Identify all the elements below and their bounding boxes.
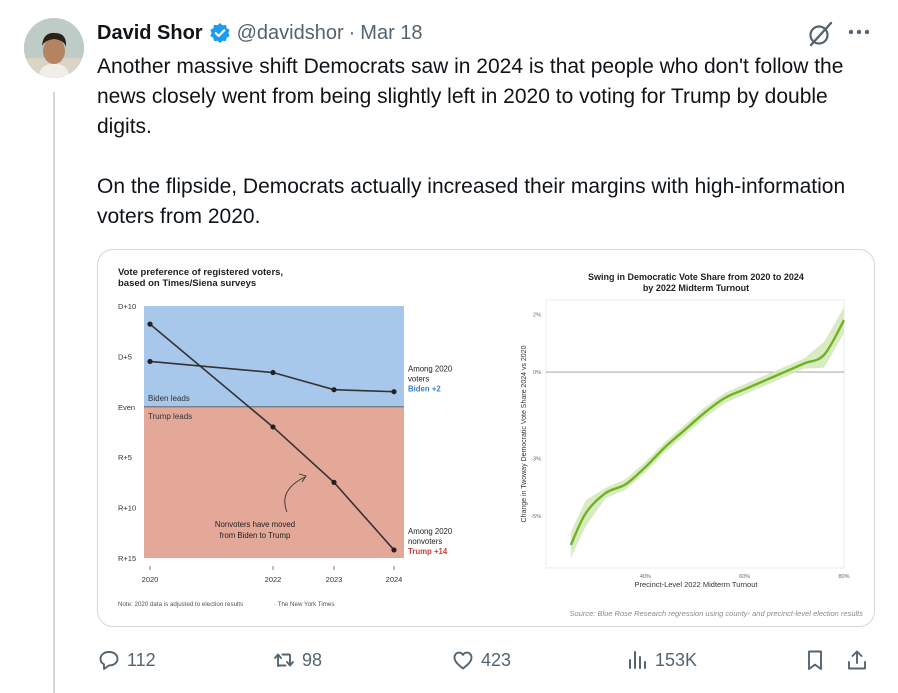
chart2-x-tick: 80% — [838, 574, 849, 580]
meta-separator: · — [348, 21, 356, 44]
annotation-arrow — [284, 476, 306, 513]
chart1-series-sublabel: Biden +2 — [408, 385, 441, 394]
chart1-title: based on Times/Siena surveys — [118, 278, 256, 289]
author-handle[interactable]: @davidshor — [236, 21, 344, 44]
views-count: 153K — [655, 649, 698, 670]
repost-icon — [274, 653, 294, 667]
chart2-ylabel: Change in Twoway Democratic Vote Share 2… — [521, 345, 528, 522]
avatar[interactable] — [24, 18, 84, 78]
chart1-y-tick: R+15 — [118, 554, 136, 563]
avatar-photo — [24, 18, 84, 78]
bookmark-icon — [808, 650, 822, 670]
chart1-y-tick: R+5 — [118, 453, 132, 462]
grok-icon[interactable] — [806, 20, 834, 53]
chart1-series-line — [149, 360, 395, 393]
chart1-x-tick: 2022 — [265, 575, 282, 584]
like-count: 423 — [481, 649, 512, 670]
chart2-confidence-band — [570, 307, 844, 558]
chart1-series-label: voters — [408, 375, 429, 384]
biden-region — [144, 306, 404, 407]
chart1-y-tick: Even — [118, 403, 135, 412]
reply-button[interactable]: 112 — [97, 645, 156, 675]
chart1-point — [391, 547, 397, 553]
reply-count: 112 — [127, 649, 156, 670]
chart2-y-tick: -5% — [531, 514, 541, 520]
like-button[interactable]: 423 — [451, 645, 511, 675]
author-name[interactable]: David Shor — [97, 21, 203, 44]
media-card[interactable]: Vote preference of registered voters, bas… — [97, 249, 875, 627]
chart1-source: · The New York Times — [274, 601, 334, 608]
chart2-xlabel: Precinct-Level 2022 Midterm Turnout — [635, 580, 759, 589]
chart1-note: Note: 2020 data is adjusted to election … — [118, 601, 243, 608]
chart1-series-sublabel: Trump +14 — [408, 547, 448, 556]
chart2-y-tick: 0% — [533, 370, 541, 376]
chart1-y-tick: D+5 — [118, 352, 132, 361]
thread-rail — [53, 92, 55, 693]
chart1-series-line — [149, 323, 395, 551]
chart2-x-tick: 40% — [640, 574, 651, 580]
chart1-point — [147, 358, 153, 365]
like-icon — [453, 651, 473, 670]
share-button[interactable] — [845, 645, 875, 675]
chart-image: Vote preference of registered voters,bas… — [118, 267, 864, 618]
chart2-x-tick: 60% — [739, 574, 750, 580]
chart1-point — [391, 389, 397, 395]
chart2-title: Swing in Democratic Vote Share from 2020… — [588, 272, 804, 282]
share-icon — [848, 650, 866, 670]
chart1-series-label: Among 2020 — [408, 527, 453, 536]
tweet-date[interactable]: Mar 18 — [360, 21, 423, 44]
repost-button[interactable]: 98 — [272, 645, 322, 675]
annotation-arrowhead — [298, 473, 307, 483]
region-label-trump: Trump leads — [148, 412, 192, 421]
chart2-y-tick: -3% — [531, 456, 541, 462]
bookmark-button[interactable] — [803, 645, 833, 675]
chart1-point — [270, 369, 276, 376]
views-button[interactable]: 153K — [625, 645, 697, 675]
chart1-y-tick: D+10 — [118, 302, 136, 311]
chart1-x-tick: 2020 — [142, 575, 159, 584]
chart1-x-tick: 2024 — [386, 575, 403, 584]
chart1-point — [147, 321, 153, 327]
tweet-text: Another massive shift Democrats saw in 2… — [97, 55, 846, 228]
chart1-series-label: Among 2020 — [408, 365, 453, 374]
trump-region — [144, 406, 404, 558]
chart2-source: Source: Blue Rose Research regression us… — [570, 609, 864, 618]
chart2-plot-area — [545, 299, 845, 569]
chart1-annotation: Nonvoters have moved — [215, 520, 295, 529]
chart1-y-tick: R+10 — [118, 504, 136, 513]
chart1-annotation: from Biden to Trump — [220, 531, 291, 540]
chart2-y-tick: 2% — [533, 312, 541, 318]
chart1-point — [331, 479, 337, 485]
more-icon[interactable] — [846, 22, 872, 47]
reply-icon — [99, 651, 119, 670]
repost-count: 98 — [302, 649, 323, 670]
region-label-biden: Biden leads — [148, 394, 190, 403]
chart1-series-label: nonvoters — [408, 537, 442, 546]
chart2-title: by 2022 Midterm Turnout — [643, 283, 749, 293]
chart1-title: Vote preference of registered voters, — [118, 267, 283, 278]
chart1-x-tick: 2023 — [326, 575, 343, 584]
views-icon — [629, 651, 646, 669]
chart2-series-line — [569, 319, 846, 546]
chart1-point — [331, 387, 337, 393]
chart1-point — [270, 424, 276, 430]
verified-badge-icon — [209, 22, 231, 44]
